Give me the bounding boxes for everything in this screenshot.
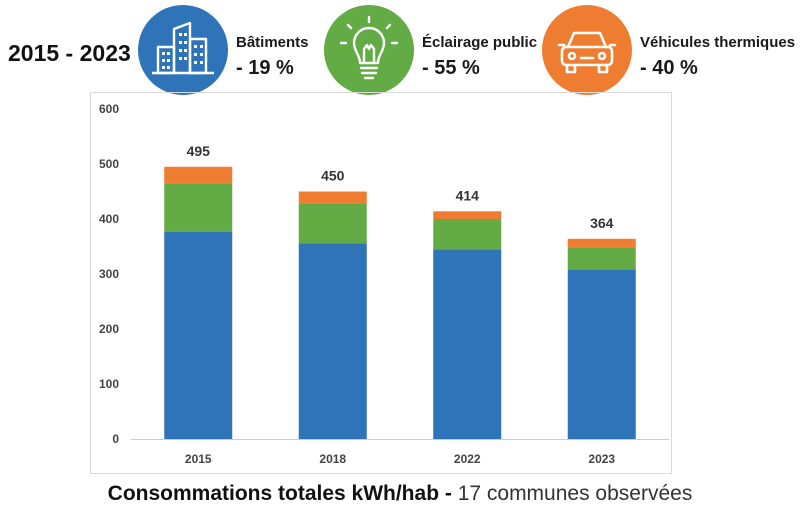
total-label: 414 [456,187,480,203]
x-tick-label: 2022 [454,452,481,466]
legend-circle-public-lighting [324,5,414,95]
bar-segment-buildings [567,269,636,439]
caption-rest: 17 communes observées [451,482,693,505]
x-tick-label: 2023 [588,452,615,466]
legend-change-thermal-vehicles: - 40 % [640,57,698,79]
bar-segment-vehicles [298,191,367,204]
bar-segment-lighting [567,247,636,270]
y-tick-label: 0 [112,432,119,446]
car-icon [557,31,617,74]
legend-change-public-lighting: - 55 % [422,57,480,79]
bar-segment-lighting [433,219,502,250]
legend-name-buildings: Bâtiments [236,34,309,51]
y-tick-label: 100 [99,377,119,391]
bar-segment-vehicles [433,211,502,219]
chart-area: 0 100 200 300 400 500 600 495 2015 450 2018 414 2022… [90,92,672,474]
legend-change-buildings: - 19 % [236,57,294,79]
legend-name-public-lighting: Éclairage public [422,34,538,51]
y-tick-label: 500 [99,157,119,171]
legend-circle-buildings [138,5,228,95]
y-tick-label: 300 [99,267,119,281]
total-label: 364 [590,215,614,231]
bar-segment-buildings [298,243,367,439]
chart-caption: Consommations totales kWh/hab - 17 commu… [0,482,800,506]
stacked-bar-chart: 0 100 200 300 400 500 600 495 2015 450 2018 414 2022… [99,102,669,466]
period-label: 2015 - 2023 [8,40,131,66]
legend-name-thermal-vehicles: Véhicules thermiques [640,34,796,51]
y-tick-label: 200 [99,322,119,336]
legend-circle-thermal-vehicles [542,5,632,95]
bar-segment-vehicles [164,166,233,184]
buildings-icon [152,21,214,75]
bar-segment-lighting [298,203,367,244]
x-tick-label: 2018 [319,452,346,466]
total-label: 450 [321,168,345,184]
caption-bold: Consommations totales kWh/hab - [107,482,452,505]
total-label: 495 [187,143,211,159]
bar-segment-lighting [164,183,233,232]
bar-segment-buildings [433,249,502,439]
light-bulb-icon [339,15,399,80]
y-tick-label: 600 [99,102,119,116]
bar-segment-vehicles [567,238,636,248]
x-tick-label: 2015 [185,452,212,466]
bar-segment-buildings [164,231,233,439]
y-tick-label: 400 [99,212,119,226]
